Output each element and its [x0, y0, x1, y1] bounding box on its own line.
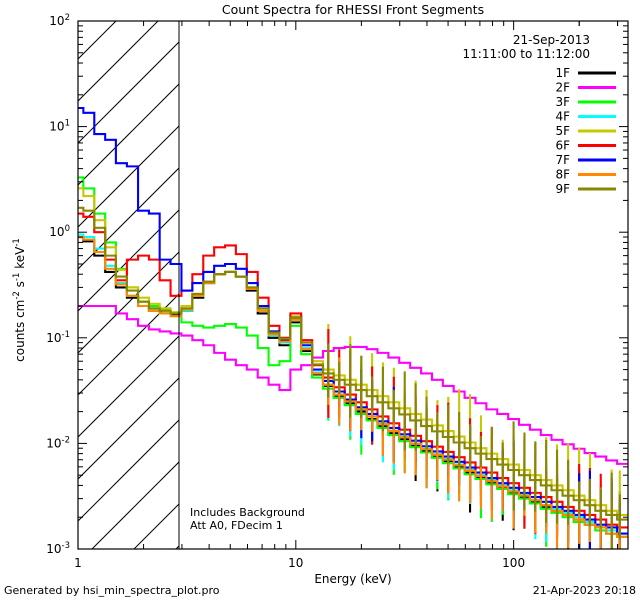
- annotation-attenuator-state: Att A0, FDecim 1: [190, 519, 283, 532]
- footer-generator: Generated by hsi_min_spectra_plot.pro: [4, 584, 220, 597]
- y-tick-label: 10-1: [46, 330, 70, 345]
- y-tick-label: 10-2: [46, 435, 70, 450]
- annotation-includes-background: Includes Background: [190, 506, 305, 519]
- y-tick-label: 100: [49, 224, 70, 239]
- y-tick-label: 102: [49, 13, 70, 28]
- observation-time-range: 11:11:00 to 11:12:00: [463, 47, 590, 61]
- x-axis-label: Energy (keV): [314, 572, 391, 586]
- legend-label-7f: 7F: [555, 153, 570, 167]
- hatch-line: [78, 419, 179, 522]
- spectrum-noise-9f: [327, 343, 621, 549]
- x-tick-label: 100: [502, 556, 525, 570]
- excluded-energy-hatch-region: [78, 21, 179, 549]
- footer-render-date: 21-Apr-2023 20:18: [533, 584, 636, 597]
- y-axis-label-exp2: -1: [12, 273, 22, 281]
- y-axis-label-part2: s: [13, 281, 27, 291]
- page-title: Count Spectra for RHESSI Front Segments: [222, 2, 484, 17]
- legend-label-5f: 5F: [555, 124, 570, 138]
- hatch-line: [78, 41, 179, 144]
- y-tick-label: 101: [49, 119, 70, 134]
- legend-label-3f: 3F: [555, 95, 570, 109]
- y-tick-label: 10-3: [46, 541, 70, 556]
- spectra-curves: [78, 106, 628, 549]
- legend-label-6f: 6F: [555, 139, 570, 153]
- hatch-line: [78, 21, 159, 102]
- legend-label-8f: 8F: [555, 168, 570, 182]
- legend-label-2f: 2F: [555, 81, 570, 95]
- y-axis-label-part3: keV: [13, 246, 27, 273]
- x-tick-label: 10: [288, 556, 303, 570]
- legend-label-9f: 9F: [555, 182, 570, 196]
- hatch-line: [78, 251, 179, 354]
- y-axis-label: counts cm-2 s-1 keV-1: [12, 238, 27, 362]
- hatch-line: [78, 377, 179, 480]
- y-axis-label-exp1: -2: [12, 291, 22, 299]
- x-tick-label: 1: [74, 556, 82, 570]
- legend-label-1f: 1F: [555, 66, 570, 80]
- spectrum-curve-2f: [78, 304, 628, 465]
- y-axis-label-exp3: -1: [12, 238, 22, 246]
- axes-frame: 1 10 100 10-3 10-2 10-1 100 101 102: [46, 13, 629, 570]
- legend-label-4f: 4F: [555, 110, 570, 124]
- observation-date: 21-Sep-2013: [513, 33, 590, 47]
- svg-text:counts cm-2 s-1 keV-1: counts cm-2 s-1 keV-1: [12, 238, 27, 362]
- y-axis-label-part1: counts cm: [13, 300, 27, 362]
